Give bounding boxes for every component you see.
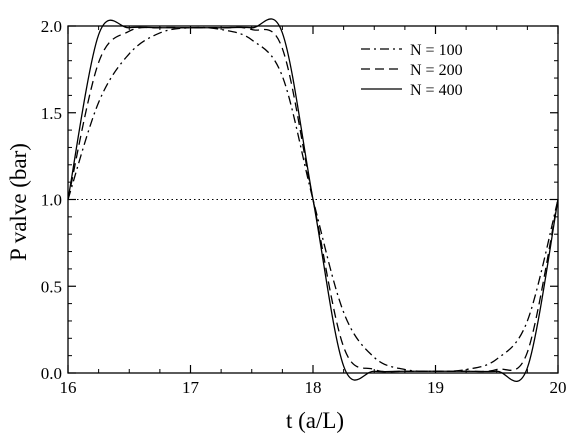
y-tick-label: 0.5 [41,277,62,296]
legend-label-2: N = 200 [410,62,463,79]
axes-layer: 16 17 18 19 20 0.0 0.5 1.0 1.5 2.0 [41,17,567,397]
x-tick-label: 19 [427,378,444,397]
series-line-3 [67,18,559,382]
legend: N = 100 N = 200 N = 400 [361,42,463,99]
legend-label-3: N = 400 [410,82,463,99]
series-line-1 [67,26,559,372]
y-tick-label: 1.5 [41,104,62,123]
x-tick-label: 17 [182,378,200,397]
series-layer [67,18,559,382]
legend-label-1: N = 100 [410,42,463,59]
x-tick-label: 20 [550,378,567,397]
x-tick-label: 18 [305,378,322,397]
x-axis-title: t (a/L) [286,408,344,433]
x-tick-label: 16 [60,378,77,397]
y-axis-title: P valve (bar) [6,143,31,261]
y-tick-label: 2.0 [41,17,62,36]
y-tick-label: 1.0 [41,191,62,210]
y-tick-label: 0.0 [41,364,62,383]
